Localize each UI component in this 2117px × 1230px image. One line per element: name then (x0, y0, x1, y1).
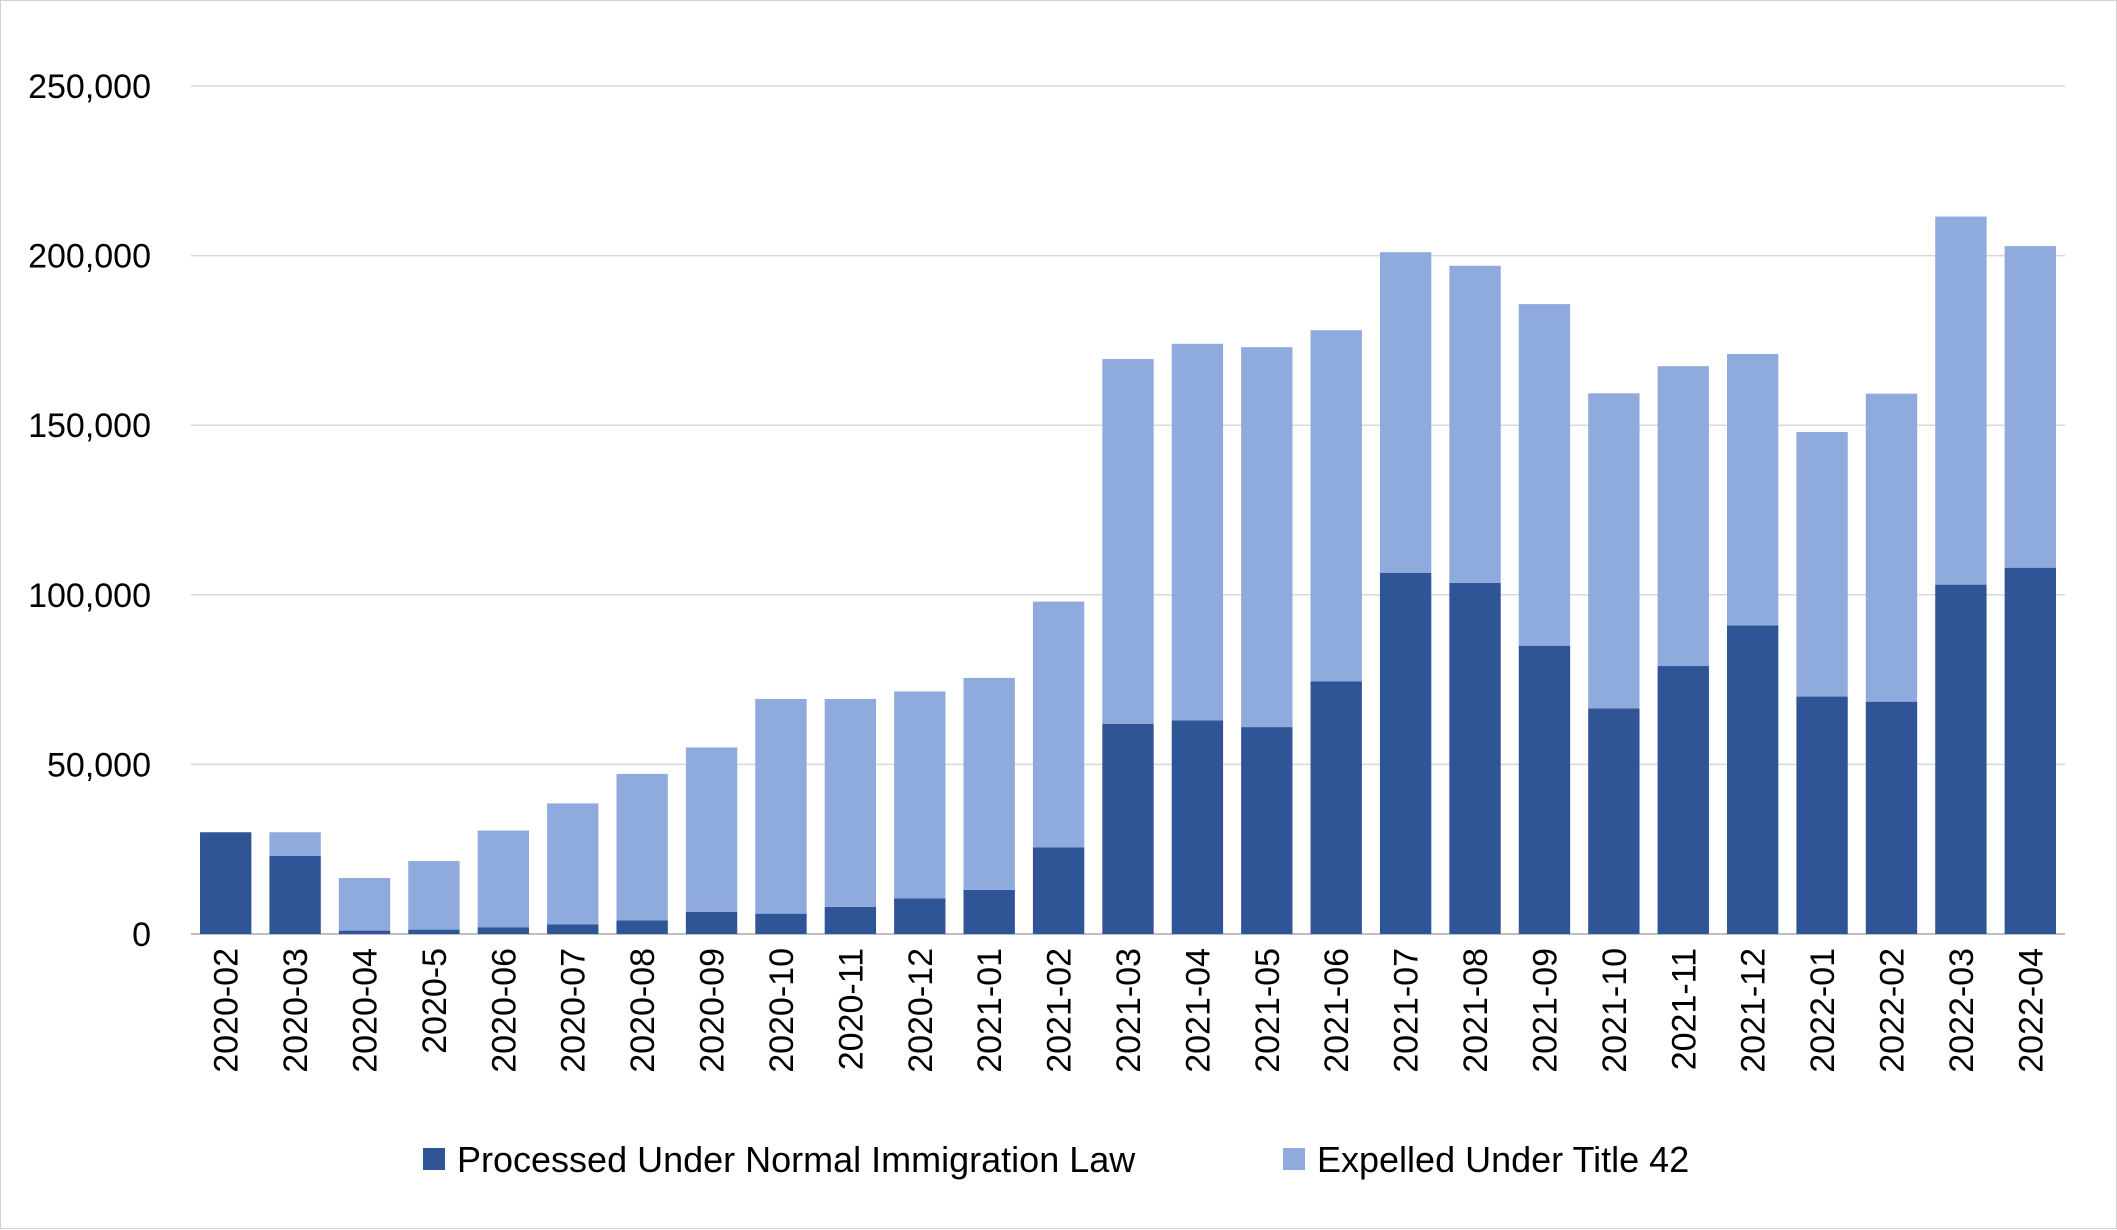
x-tick-label: 2020-02 (208, 948, 246, 1073)
bar-processed (685, 911, 738, 934)
bar-processed (269, 855, 321, 934)
bar-processed (477, 927, 530, 934)
x-tick-label: 2020-06 (485, 948, 523, 1073)
bar-processed (1726, 625, 1779, 934)
legend-label-processed: Processed Under Normal Immigration Law (457, 1139, 1136, 1180)
x-tick-label: 2020-07 (555, 948, 593, 1073)
bar-processed (1935, 584, 1987, 934)
y-tick-label: 100,000 (28, 577, 151, 615)
bar-processed (1310, 681, 1362, 934)
x-tick-label: 2021-03 (1110, 948, 1148, 1073)
bar-processed (1032, 847, 1085, 934)
x-tick-label: 2021-01 (971, 948, 1009, 1073)
bar-processed (1865, 701, 1918, 934)
x-tick-label: 2021-08 (1457, 948, 1495, 1073)
x-tick-label: 2021-12 (1735, 948, 1773, 1073)
bar-processed (1796, 696, 1848, 934)
bar-processed (200, 832, 252, 934)
y-tick-label: 50,000 (47, 746, 151, 784)
bar-expelled (269, 832, 321, 856)
x-tick-label: 2020-5 (416, 948, 454, 1054)
bar-expelled (755, 698, 807, 914)
bar-processed (1657, 666, 1709, 934)
bar-expelled (1796, 431, 1848, 697)
bar-expelled (1241, 347, 1293, 728)
bar-expelled (408, 861, 460, 930)
bar-expelled (894, 691, 946, 899)
x-tick-label: 2021-02 (1041, 948, 1079, 1073)
bar-expelled (1102, 359, 1154, 724)
y-axis-tick-labels: 0 50,000 100,000 150,000 200,000 250,000 (28, 68, 151, 954)
bar-processed (1171, 720, 1224, 934)
bar-processed (1241, 727, 1293, 934)
bar-processed (1102, 723, 1154, 934)
x-tick-label: 2022-02 (1873, 948, 1911, 1073)
x-axis-tick-labels: 2020-02 2020-03 2020-04 2020-5 2020-06 2020-0… (208, 948, 2051, 1073)
x-tick-label: 2020-03 (277, 948, 315, 1073)
bar-processed (2004, 567, 2056, 934)
x-tick-label: 2021-09 (1526, 948, 1564, 1073)
y-tick-label: 0 (132, 916, 151, 954)
bar-expelled (685, 747, 738, 912)
bar-expelled (1588, 393, 1640, 709)
bar-processed (1518, 645, 1571, 934)
legend: Processed Under Normal Immigration Law Ex… (423, 1139, 1689, 1180)
bar-processed (755, 913, 807, 934)
x-tick-label: 2021-07 (1388, 948, 1426, 1073)
bars (200, 216, 2056, 934)
x-tick-label: 2021-06 (1318, 948, 1356, 1073)
bar-expelled (1518, 304, 1571, 646)
bar-expelled (1310, 330, 1362, 682)
bar-expelled (1171, 343, 1224, 721)
x-tick-label: 2020-12 (902, 948, 940, 1073)
legend-swatch-processed (423, 1148, 445, 1170)
bar-processed (338, 930, 391, 934)
x-tick-label: 2020-04 (347, 948, 385, 1073)
bar-processed (547, 924, 599, 934)
x-tick-label: 2022-03 (1943, 948, 1981, 1073)
bar-processed (408, 929, 460, 934)
bar-processed (824, 906, 877, 934)
x-tick-label: 2020-08 (624, 948, 662, 1073)
x-tick-label: 2021-05 (1249, 948, 1287, 1073)
x-tick-label: 2022-04 (2012, 948, 2050, 1073)
x-tick-label: 2021-04 (1179, 948, 1217, 1073)
bar-processed (1379, 572, 1432, 934)
bar-processed (963, 889, 1015, 934)
bar-expelled (616, 773, 668, 921)
bar-processed (1588, 708, 1640, 934)
x-tick-label: 2020-11 (832, 948, 870, 1070)
y-tick-label: 150,000 (28, 407, 151, 445)
x-tick-label: 2022-01 (1804, 948, 1842, 1073)
bar-expelled (1657, 366, 1709, 667)
bar-expelled (824, 698, 877, 907)
bar-processed (1449, 582, 1501, 934)
x-tick-label: 2021-11 (1665, 948, 1703, 1070)
bar-expelled (338, 878, 391, 931)
bar-expelled (2004, 246, 2056, 568)
x-tick-label: 2020-10 (763, 948, 801, 1073)
bar-expelled (1935, 216, 1987, 585)
bar-expelled (1379, 252, 1432, 573)
legend-label-expelled: Expelled Under Title 42 (1317, 1139, 1689, 1180)
x-tick-label: 2021-10 (1596, 948, 1634, 1073)
bar-expelled (1449, 265, 1501, 583)
y-tick-label: 250,000 (28, 68, 151, 106)
bar-expelled (963, 677, 1015, 890)
x-tick-label: 2020-09 (694, 948, 732, 1073)
y-tick-label: 200,000 (28, 238, 151, 276)
bar-expelled (1032, 601, 1085, 848)
bar-processed (616, 920, 668, 934)
bar-processed (894, 898, 946, 934)
bar-expelled (547, 803, 599, 925)
bar-expelled (1726, 353, 1779, 626)
bar-expelled (477, 830, 530, 928)
legend-swatch-expelled (1283, 1148, 1305, 1170)
bar-expelled (1865, 393, 1918, 702)
